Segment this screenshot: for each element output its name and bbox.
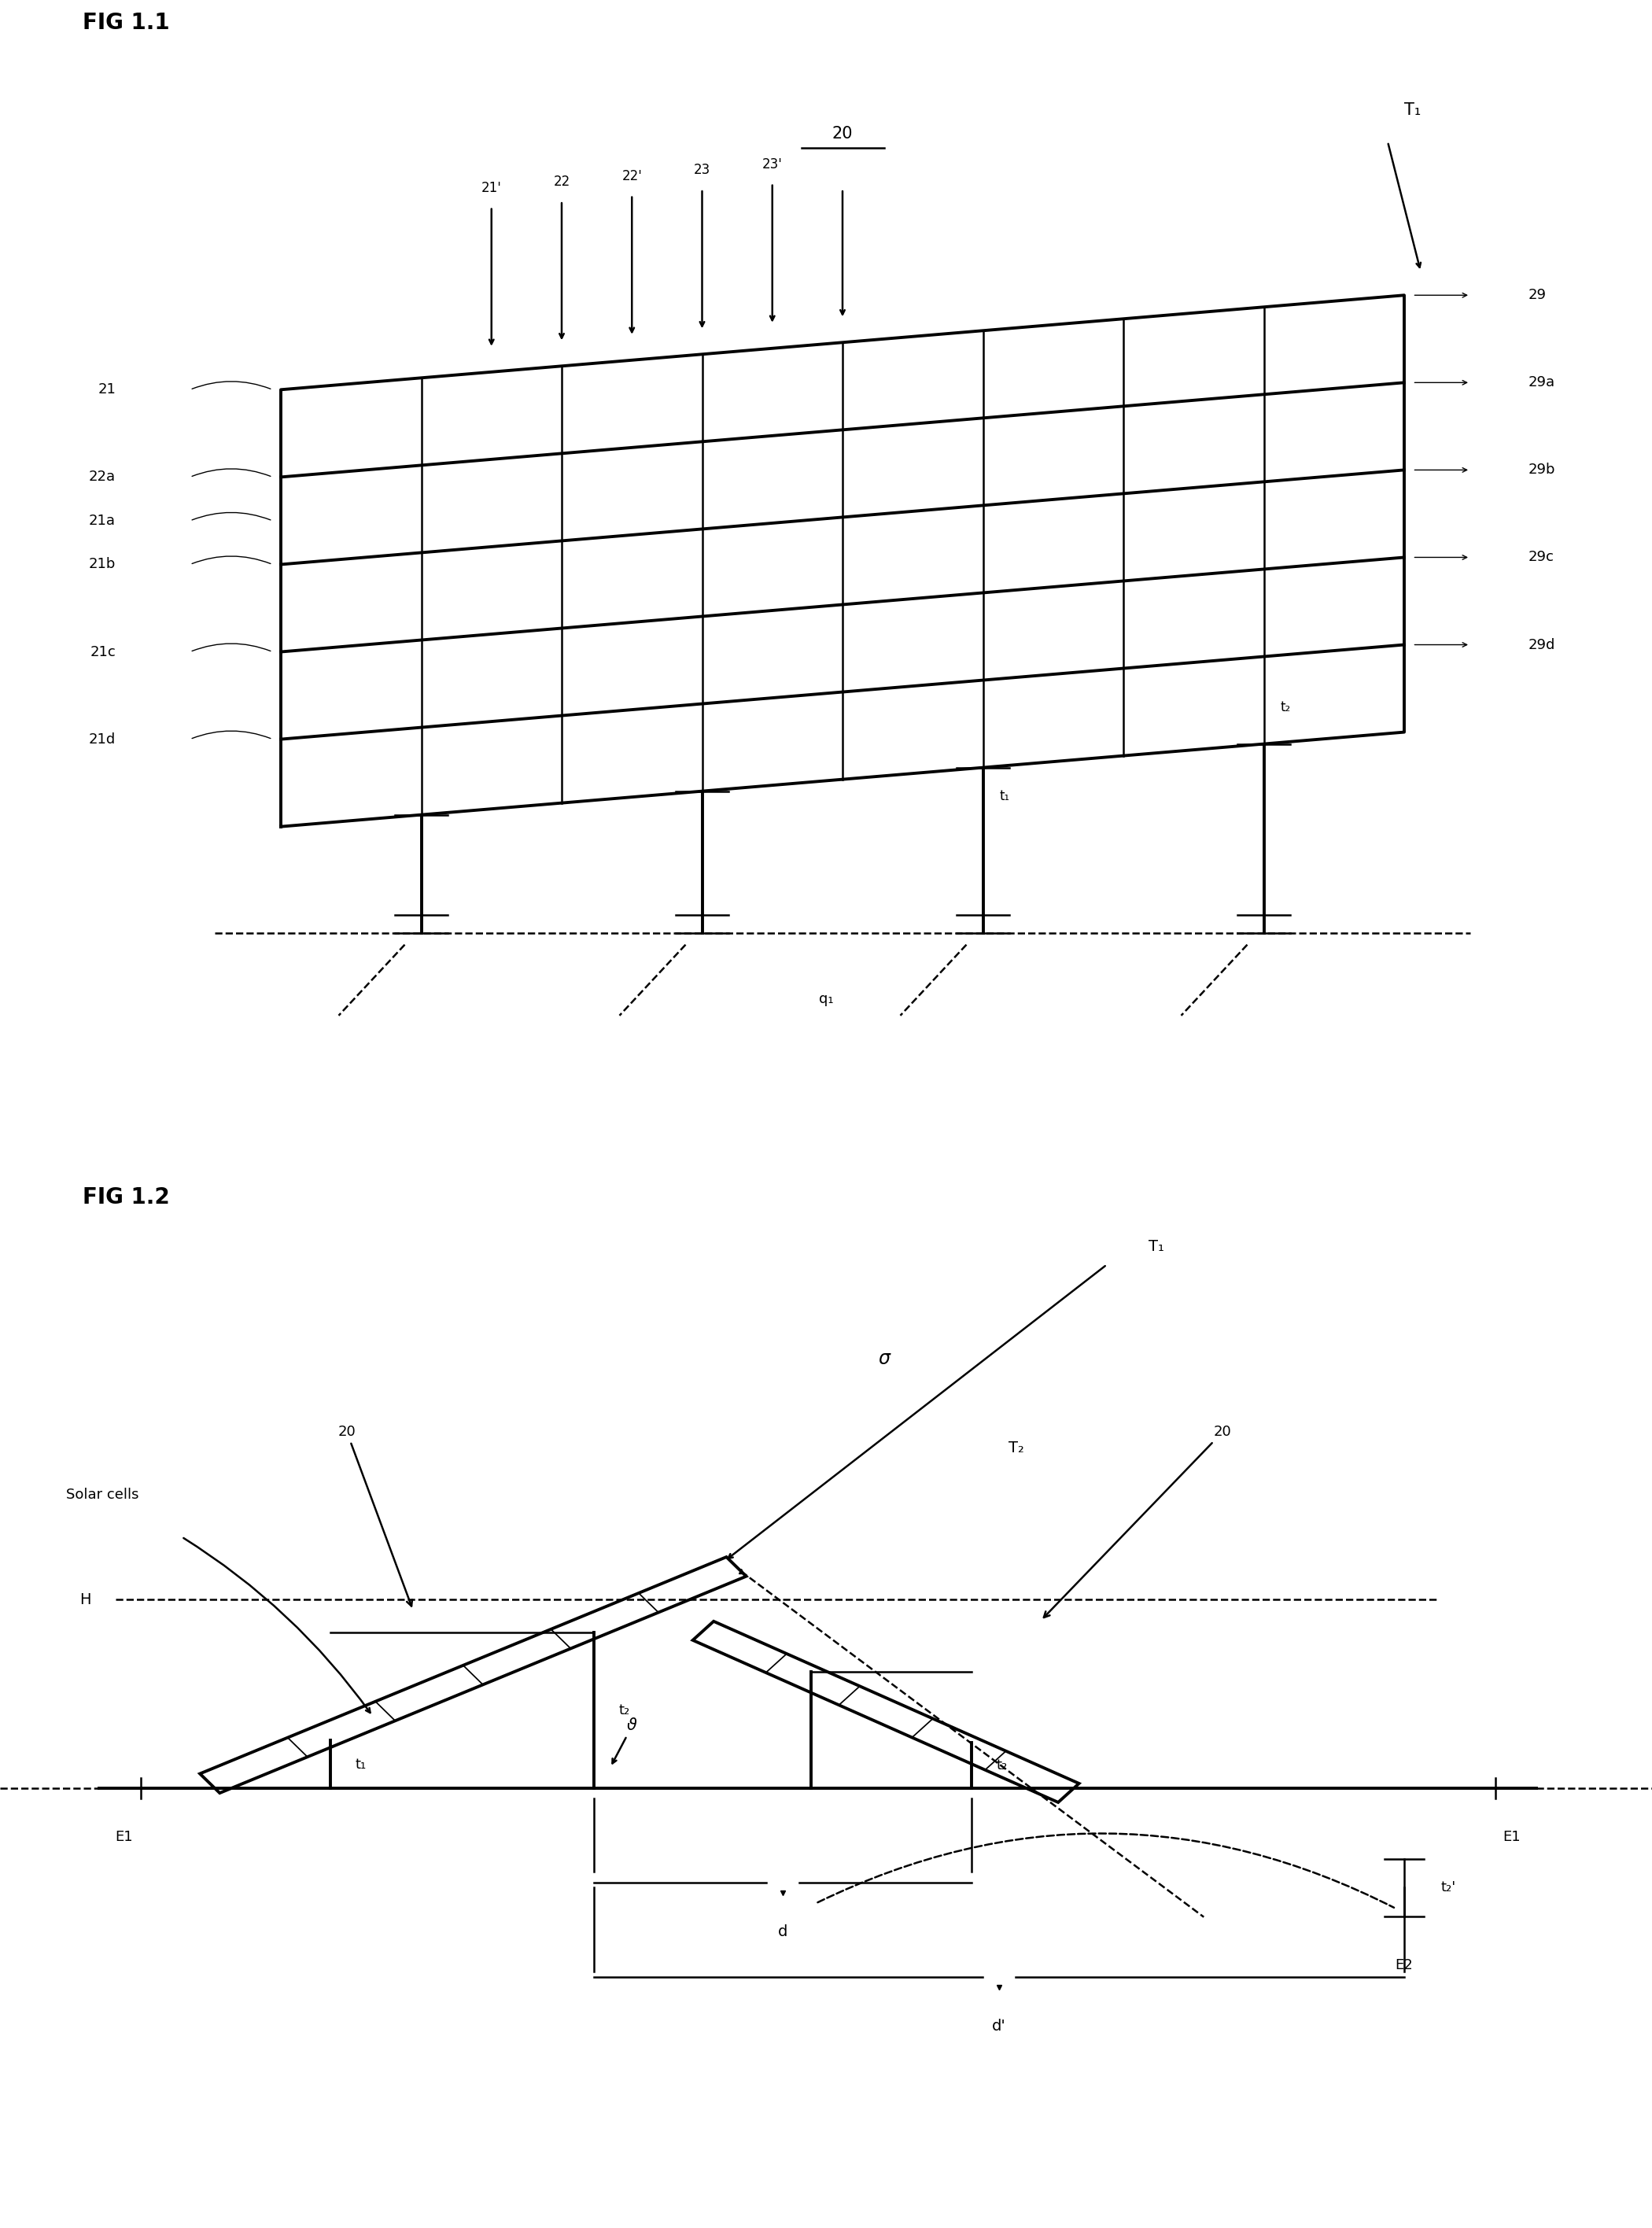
Text: 22: 22 <box>553 174 570 189</box>
Text: ϑ: ϑ <box>626 1718 638 1733</box>
Text: T₂: T₂ <box>1008 1439 1024 1455</box>
Text: 29b: 29b <box>1528 463 1555 477</box>
Text: 21: 21 <box>97 383 116 397</box>
Polygon shape <box>200 1557 747 1794</box>
Text: H: H <box>79 1593 91 1606</box>
Text: σ: σ <box>877 1350 890 1368</box>
Text: 29d: 29d <box>1528 637 1555 653</box>
Text: Solar cells: Solar cells <box>66 1488 139 1502</box>
Text: q₁: q₁ <box>819 991 833 1007</box>
Text: 21c: 21c <box>89 644 116 659</box>
Text: 29a: 29a <box>1528 377 1555 390</box>
Text: d: d <box>778 1925 788 1938</box>
Text: FIG 1.2: FIG 1.2 <box>83 1185 170 1208</box>
Text: 23': 23' <box>762 156 783 172</box>
Text: T₁: T₁ <box>1404 102 1421 118</box>
Text: E1: E1 <box>116 1829 132 1845</box>
Text: 23: 23 <box>694 163 710 176</box>
Text: 21d: 21d <box>89 733 116 746</box>
Text: 22a: 22a <box>89 470 116 483</box>
Text: E2: E2 <box>1396 1958 1412 1972</box>
Text: t₂: t₂ <box>996 1758 1008 1773</box>
Text: 29: 29 <box>1528 287 1546 303</box>
Text: 29c: 29c <box>1528 550 1555 564</box>
Text: 21a: 21a <box>89 515 116 528</box>
Text: E1: E1 <box>1503 1829 1520 1845</box>
Text: t₁: t₁ <box>355 1758 367 1771</box>
Text: 22': 22' <box>621 169 643 183</box>
Text: t₂: t₂ <box>618 1702 629 1718</box>
Text: t₂': t₂' <box>1441 1880 1455 1894</box>
Text: 20: 20 <box>339 1426 411 1606</box>
Text: T₁: T₁ <box>1148 1239 1163 1254</box>
Text: 20: 20 <box>1044 1426 1231 1618</box>
Text: 21': 21' <box>481 180 502 194</box>
Text: t₁: t₁ <box>999 789 1009 802</box>
Text: 21b: 21b <box>89 557 116 573</box>
Text: t₂: t₂ <box>1280 700 1290 715</box>
Polygon shape <box>692 1622 1079 1802</box>
Text: 20: 20 <box>833 127 852 143</box>
Text: d': d' <box>993 2019 1006 2034</box>
Text: FIG 1.1: FIG 1.1 <box>83 11 170 33</box>
